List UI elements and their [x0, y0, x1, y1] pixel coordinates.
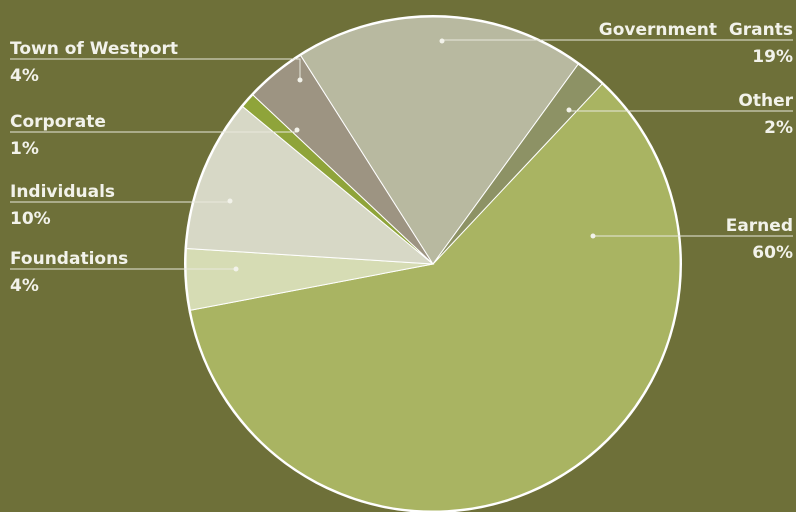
- slice-value-label: 4%: [10, 276, 39, 296]
- slice-label: Earned: [726, 216, 793, 236]
- leader-dot: [233, 266, 239, 272]
- leader-line: [10, 58, 301, 80]
- slice-label: Government Grants: [599, 20, 793, 40]
- leader-dot: [294, 127, 300, 133]
- slice-label: Individuals: [10, 182, 115, 202]
- pie-slice: [185, 105, 435, 265]
- slice-value-label: 19%: [752, 47, 793, 67]
- leader-dot: [439, 38, 445, 44]
- slice-label: Town of Westport: [10, 39, 178, 59]
- slice-value-label: 2%: [764, 118, 793, 138]
- slice-label: Corporate: [10, 112, 106, 132]
- slice-value-label: 60%: [752, 243, 793, 263]
- pie-slice: [189, 83, 681, 512]
- pie-slice: [432, 63, 603, 265]
- slice-label: Other: [738, 91, 793, 111]
- slice-label: Foundations: [10, 249, 128, 269]
- leader-dot: [297, 77, 303, 83]
- slice-value-label: 4%: [10, 66, 39, 86]
- slice-value-label: 1%: [10, 139, 39, 159]
- leader-dot: [566, 107, 572, 113]
- pie-slice: [299, 16, 579, 265]
- leader-dot: [227, 198, 233, 204]
- leader-dot: [590, 233, 596, 239]
- slice-value-label: 10%: [10, 209, 51, 229]
